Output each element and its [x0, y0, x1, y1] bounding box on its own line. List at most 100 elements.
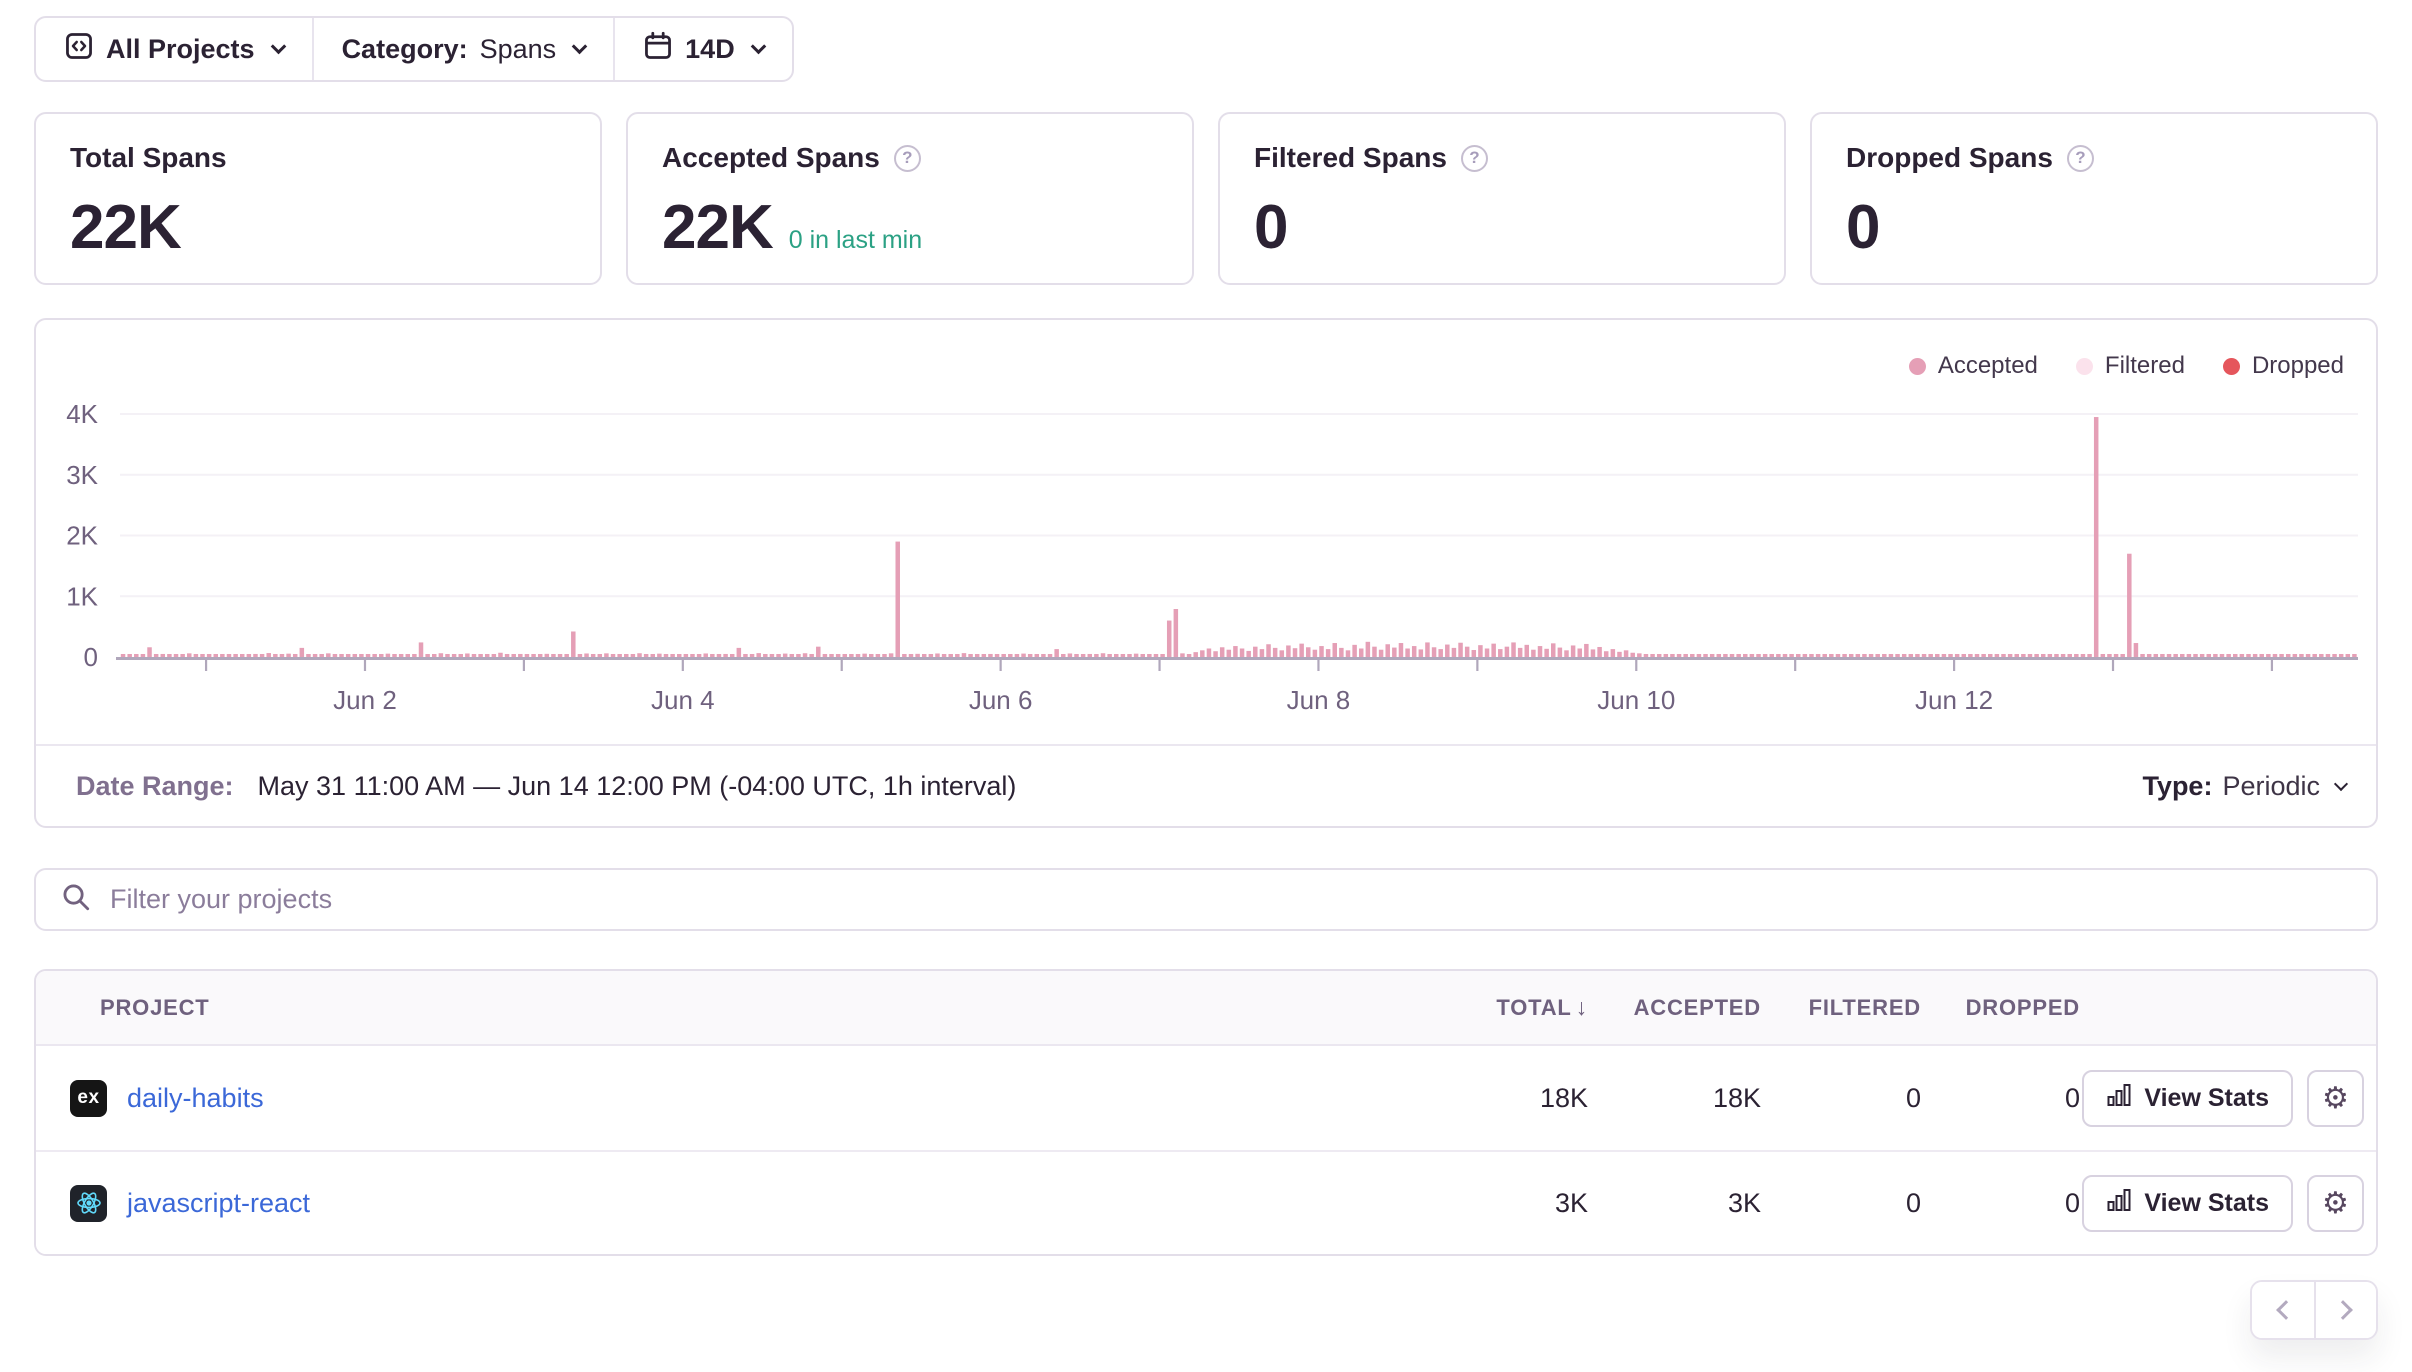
accepted-dot-icon [1908, 357, 1926, 375]
toolbar-divider [613, 18, 616, 80]
bar-chart-icon [2106, 1082, 2132, 1115]
card-title: Dropped Spans [1846, 142, 2053, 173]
total-spans-value: 22K [70, 193, 182, 262]
project-settings-button[interactable]: ⚙ [2306, 1174, 2364, 1232]
legend-item-filtered[interactable]: Filtered [2075, 352, 2185, 380]
chevron-left-icon [2276, 1300, 2296, 1320]
type-selector[interactable]: Type: Periodic [2142, 770, 2349, 802]
help-icon[interactable]: ? [2066, 144, 2094, 172]
date-period-selector[interactable]: 14D [615, 18, 792, 80]
summary-cards: Total Spans 22K Accepted Spans ? 22K 0 i… [34, 112, 2378, 285]
type-value: Periodic [2222, 770, 2320, 801]
legend-label: Filtered [2104, 352, 2185, 379]
accepted-cell: 18K [1712, 1082, 1761, 1113]
project-filter [34, 868, 2378, 931]
filtered-spans-card: Filtered Spans ? 0 [1218, 112, 1786, 285]
accepted-spans-value: 22K [662, 193, 774, 262]
sort-desc-icon: ↓ [1575, 994, 1588, 1020]
project-link[interactable]: daily-habits [127, 1082, 264, 1113]
filtered-cell: 0 [1905, 1187, 1921, 1218]
dropped-cell: 0 [2064, 1187, 2080, 1218]
legend-label: Dropped [2251, 352, 2344, 379]
legend-label: Accepted [1937, 352, 2038, 379]
chevron-down-icon [571, 38, 588, 54]
svg-text:4K: 4K [66, 399, 98, 429]
filter-projects-input[interactable] [110, 884, 2352, 915]
legend-item-dropped[interactable]: Dropped [2222, 352, 2344, 380]
column-header-accepted[interactable]: ACCEPTED [1633, 994, 1761, 1020]
column-header-dropped[interactable]: DROPPED [1965, 994, 2080, 1020]
svg-text:Jun 4: Jun 4 [651, 685, 715, 715]
dropped-dot-icon [2222, 357, 2240, 375]
date-period-value: 14D [685, 33, 735, 64]
svg-text:Jun 12: Jun 12 [1915, 685, 1993, 715]
total-cell: 3K [1554, 1187, 1588, 1218]
filter-toolbar: All Projects Category: Spans [34, 16, 794, 82]
category-value: Spans [479, 33, 557, 64]
projects-icon [64, 31, 94, 68]
card-title: Total Spans [70, 142, 227, 173]
filtered-cell: 0 [1905, 1082, 1921, 1113]
view-stats-button[interactable]: View Stats [2082, 1174, 2293, 1232]
svg-text:0: 0 [84, 642, 98, 672]
toolbar-divider [311, 18, 314, 80]
project-selector[interactable]: All Projects [36, 18, 312, 80]
pagination [34, 1280, 2378, 1340]
date-range-label: Date Range: [76, 770, 234, 801]
projects-table: PROJECT TOTAL ↓ ACCEPTED FILTERED DROPPED… [34, 969, 2378, 1256]
date-range-value: May 31 11:00 AM — Jun 14 12:00 PM (-04:0… [257, 770, 1017, 801]
category-selector[interactable]: Category: Spans [314, 18, 614, 80]
svg-text:Jun 10: Jun 10 [1597, 685, 1675, 715]
chart-footer: Date Range: May 31 11:00 AM — Jun 14 12:… [36, 744, 2376, 826]
filtered-dot-icon [2075, 357, 2093, 375]
svg-text:1K: 1K [66, 581, 98, 611]
category-label: Category: [341, 33, 468, 64]
accepted-last-min: 0 in last min [788, 226, 923, 254]
column-header-total[interactable]: TOTAL ↓ [1496, 994, 1588, 1020]
table-row: ex daily-habits 18K 18K 0 0 [36, 1046, 2376, 1150]
spans-bar-chart[interactable]: 0 1K 2K 3K 4K Jun 2 Jun 4 Jun 6 Jun 8 Jun 10 Jun 1… [36, 394, 2380, 724]
search-icon [60, 881, 92, 918]
project-settings-button[interactable]: ⚙ [2306, 1069, 2364, 1127]
column-header-filtered[interactable]: FILTERED [1808, 994, 1921, 1020]
next-page-button[interactable] [2314, 1282, 2376, 1338]
help-icon[interactable]: ? [893, 144, 921, 172]
gear-icon: ⚙ [2322, 1186, 2349, 1220]
project-link[interactable]: javascript-react [127, 1187, 311, 1218]
table-header: PROJECT TOTAL ↓ ACCEPTED FILTERED DROPPED [36, 971, 2376, 1046]
filtered-spans-value: 0 [1254, 193, 1288, 262]
bar-chart-icon [2106, 1187, 2132, 1220]
dropped-spans-card: Dropped Spans ? 0 [1810, 112, 2378, 285]
svg-text:Jun 2: Jun 2 [333, 685, 397, 715]
svg-text:2K: 2K [66, 521, 98, 551]
total-cell: 18K [1539, 1082, 1588, 1113]
svg-text:3K: 3K [66, 460, 98, 490]
dropped-spans-value: 0 [1846, 193, 1880, 262]
previous-page-button[interactable] [2252, 1282, 2314, 1338]
chevron-right-icon [2333, 1300, 2353, 1320]
accepted-spans-card: Accepted Spans ? 22K 0 in last min [626, 112, 1194, 285]
view-stats-button[interactable]: View Stats [2082, 1069, 2293, 1127]
chevron-down-icon [2333, 776, 2349, 792]
accepted-cell: 3K [1727, 1187, 1761, 1218]
chevron-down-icon [750, 38, 766, 54]
card-title: Accepted Spans [662, 142, 880, 173]
legend-item-accepted[interactable]: Accepted [1908, 352, 2038, 380]
type-label: Type: [2142, 770, 2213, 801]
card-title: Filtered Spans [1254, 142, 1447, 173]
react-platform-icon [70, 1184, 107, 1222]
help-icon[interactable]: ? [1460, 144, 1488, 172]
column-header-project: PROJECT [100, 994, 210, 1020]
svg-text:Jun 6: Jun 6 [969, 685, 1033, 715]
project-selector-label: All Projects [106, 33, 255, 64]
dropped-cell: 0 [2064, 1082, 2080, 1113]
svg-text:Jun 8: Jun 8 [1287, 685, 1351, 715]
chevron-down-icon [270, 38, 286, 54]
total-spans-card: Total Spans 22K [34, 112, 602, 285]
gear-icon: ⚙ [2322, 1081, 2349, 1115]
chart-legend: Accepted Filtered Dropped [36, 320, 2376, 380]
calendar-icon [643, 31, 673, 68]
table-row: javascript-react 3K 3K 0 0 [36, 1150, 2376, 1254]
express-platform-icon: ex [70, 1079, 107, 1117]
